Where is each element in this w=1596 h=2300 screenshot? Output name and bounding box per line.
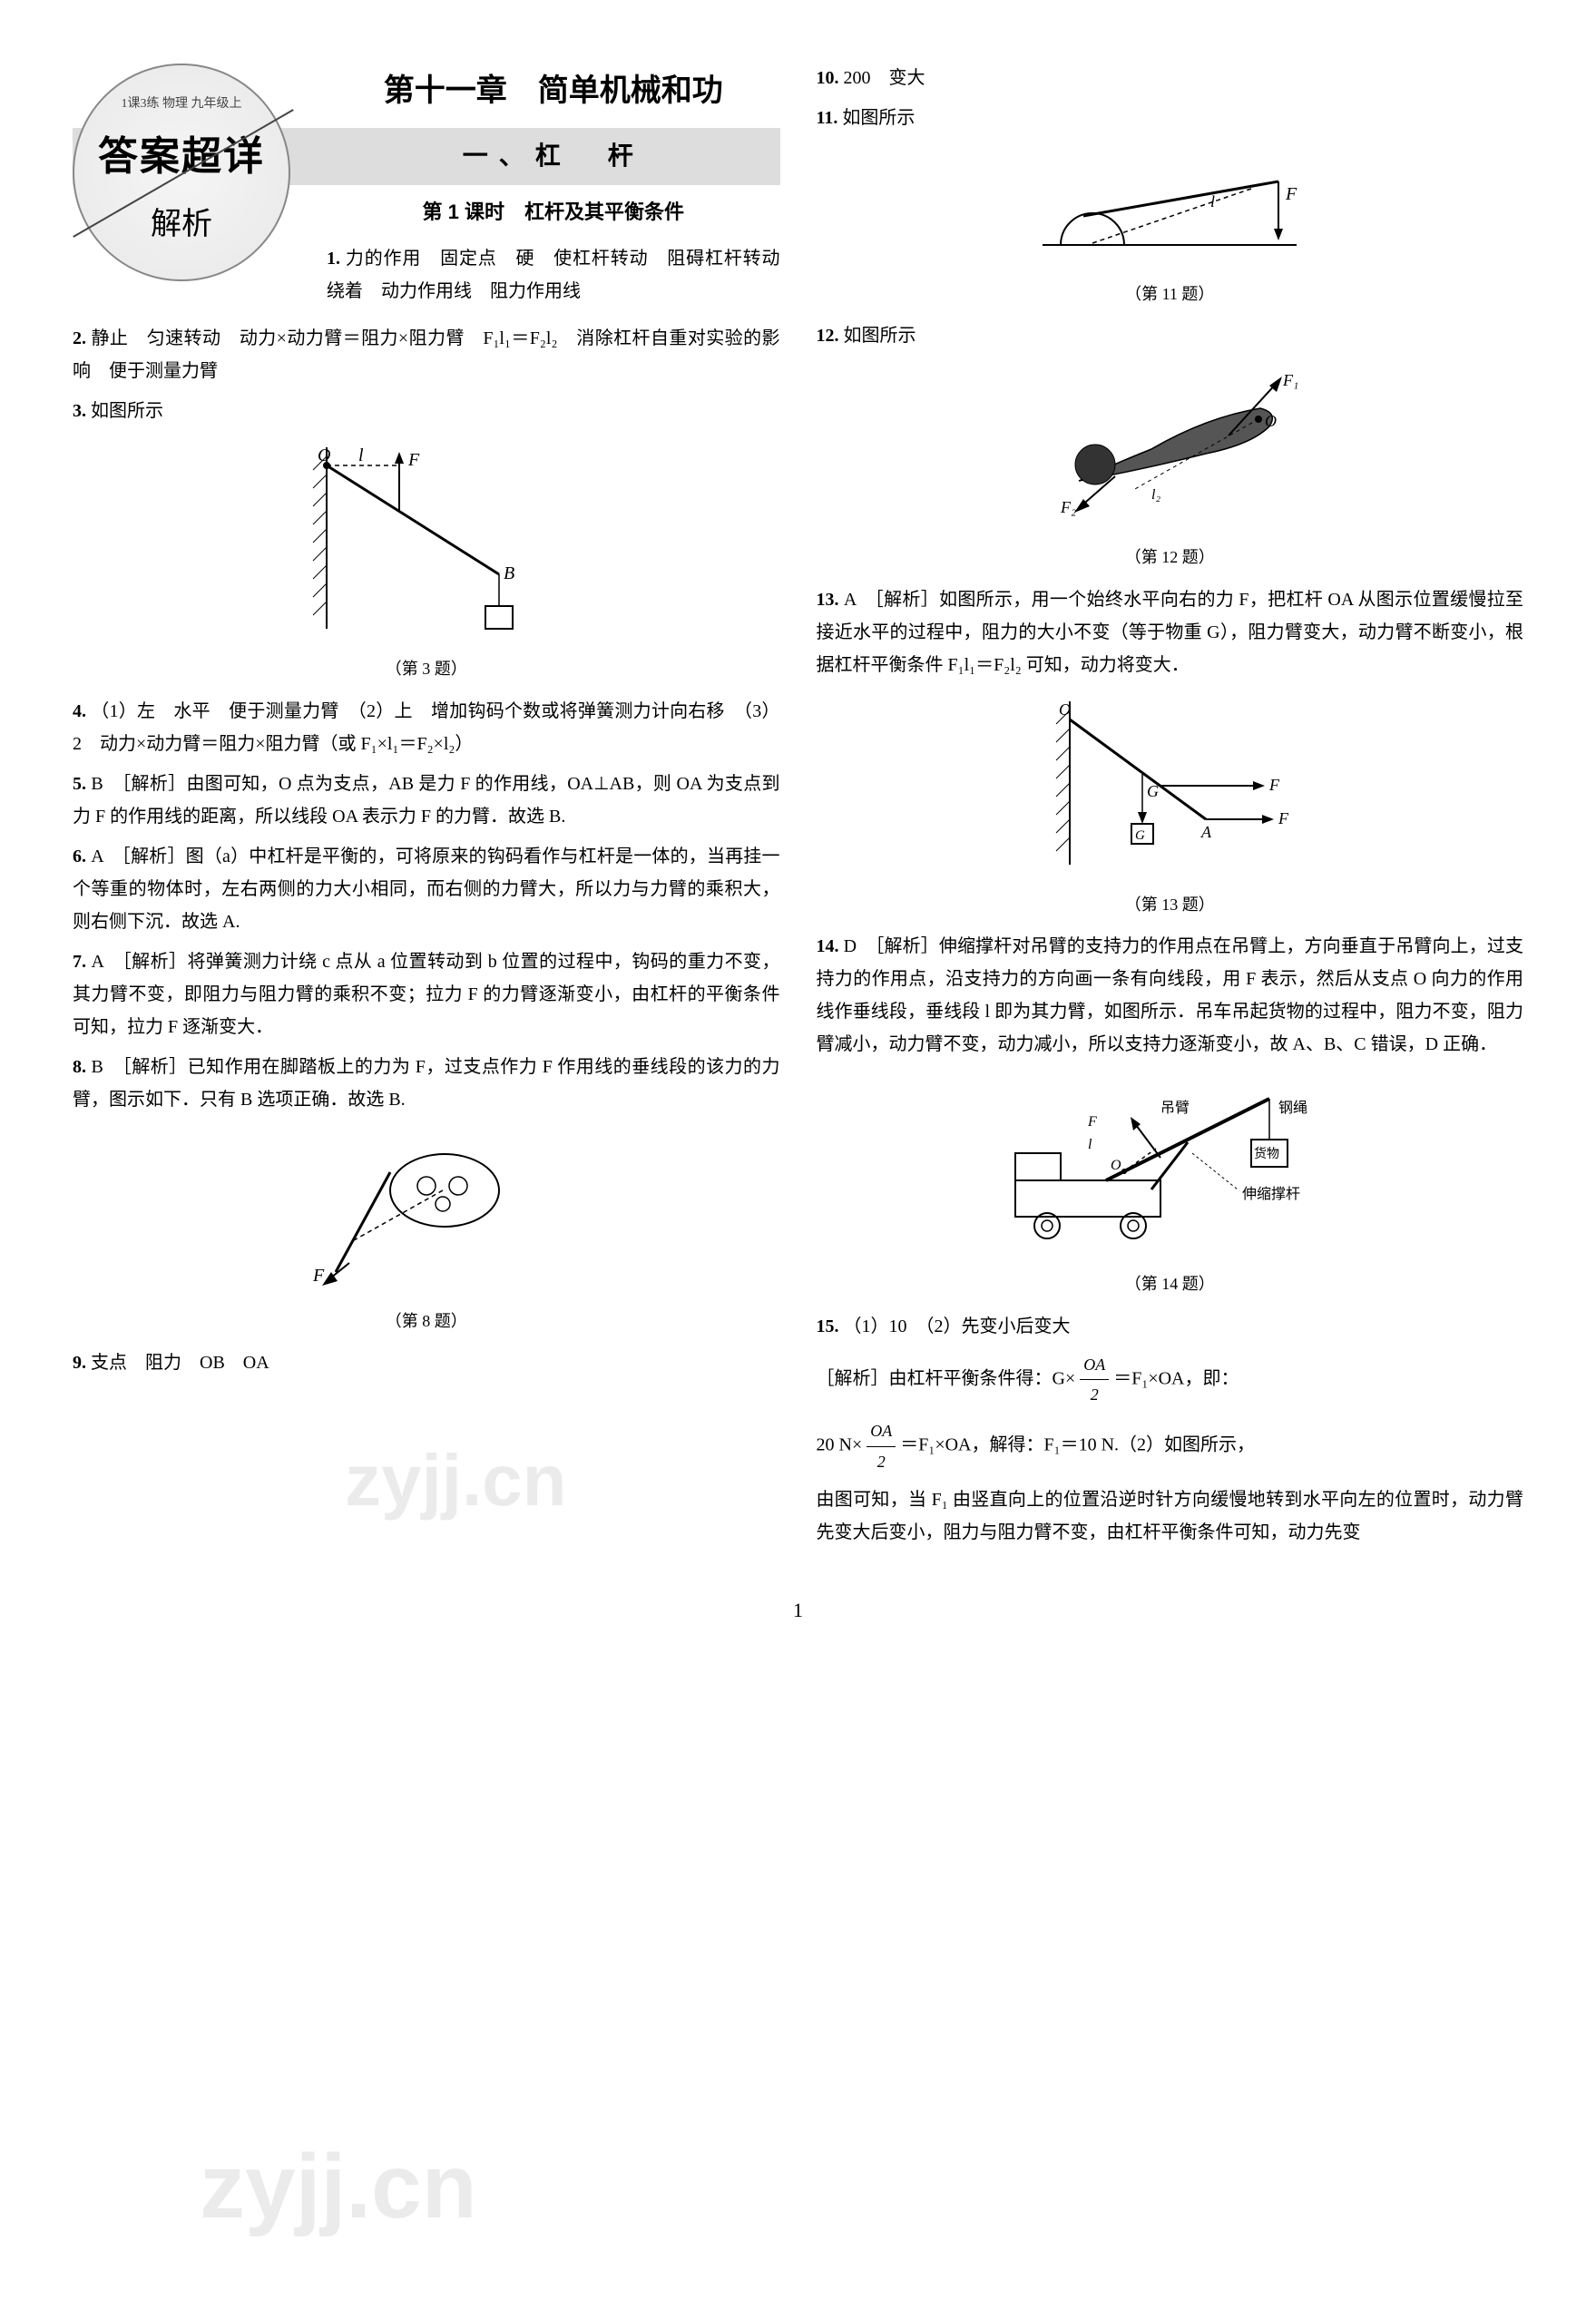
right-column: 10. 200 变大 11. 如图所示 l F （第 11 题） 12. 如图所… — [817, 54, 1524, 1556]
watermark: zyjj.cn — [200, 2105, 477, 2268]
svg-text:F: F — [407, 450, 420, 470]
a15-seg3: 20 N× — [817, 1435, 863, 1455]
answer-15-analysis-3: 由图可知，当 F₁ 由竖直向上的位置沿逆时针方向缓慢地转到水平向左的位置时，动力… — [817, 1483, 1524, 1549]
svg-text:F₁: F₁ — [1282, 371, 1298, 389]
svg-text:F: F — [1285, 184, 1297, 204]
svg-text:l₂: l₂ — [1151, 487, 1160, 503]
svg-text:O: O — [318, 445, 330, 465]
logo-big-text: 答案超详 — [98, 121, 265, 192]
answer-6-text: A ［解析］图（a）中杠杆是平衡的，可将原来的钩码看作与杠杆是一体的，当再挂一个… — [73, 847, 780, 932]
answer-11-text: 如图所示 — [842, 108, 915, 128]
answer-15-head: （1）10 （2）先变小后变大 — [844, 1316, 1071, 1336]
figure-13: O G G F F A （第 13 题） — [817, 692, 1524, 919]
answer-5: 5. B ［解析］由图可知，O 点为支点，AB 是力 F 的作用线，OA⊥AB，… — [73, 768, 780, 833]
svg-text:F: F — [1268, 776, 1280, 794]
answer-9-text: 支点 阻力 OB OA — [91, 1353, 269, 1373]
answer-3-text: 如图所示 — [91, 401, 163, 421]
page-container: 1课3练 物理 九年级上 答案超详 解析 第十一章 简单机械和功 一、杠 杆 第… — [73, 54, 1523, 1556]
a15-seg2: ＝F₁×OA，即： — [1113, 1368, 1239, 1388]
page-number: 1 — [73, 1592, 1523, 1629]
answer-1-text: 力的作用 固定点 硬 使杠杆转动 阻碍杠杆转动 绕着 动力作用线 阻力作用线 — [327, 249, 798, 301]
answer-7-text: A ［解析］将弹簧测力计绕 c 点从 a 位置转动到 b 位置的过程中，钩码的重… — [73, 952, 780, 1037]
answer-15-analysis-2: 20 N× OA2 ＝F₁×OA，解得：F₁＝10 N.（2）如图所示， — [817, 1416, 1524, 1476]
answer-8: 8. B ［解析］已知作用在脚踏板上的力为 F，过支点作力 F 作用线的垂线段的… — [73, 1051, 780, 1116]
answer-6: 6. A ［解析］图（a）中杠杆是平衡的，可将原来的钩码看作与杠杆是一体的，当再… — [73, 840, 780, 938]
answer-15-analysis-1: ［解析］由杠杆平衡条件得：G× OA2 ＝F₁×OA，即： — [817, 1350, 1524, 1410]
svg-text:G: G — [1135, 828, 1145, 843]
svg-text:l: l — [358, 445, 364, 465]
a15-seg4: ＝F₁×OA，解得：F₁＝10 N.（2）如图所示， — [900, 1435, 1255, 1455]
svg-text:O: O — [1111, 1158, 1121, 1173]
answer-8-text: B ［解析］已知作用在脚踏板上的力为 F，过支点作力 F 作用线的垂线段的该力的… — [73, 1057, 780, 1110]
svg-text:l: l — [1210, 192, 1215, 210]
svg-text:F: F — [1278, 809, 1289, 827]
svg-text:O: O — [1059, 700, 1071, 719]
figure-8-caption: （第 8 题） — [73, 1307, 780, 1336]
answer-4: 4. （1）左 水平 便于测量力臂 （2）上 增加钩码个数或将弹簧测力计向右移 … — [73, 695, 780, 760]
figure-13-caption: （第 13 题） — [817, 890, 1524, 919]
answer-2: 2. 静止 匀速转动 动力×动力臂＝阻力×阻力臂 F₁l₁＝F₂l₂ 消除杠杆自… — [73, 322, 780, 387]
svg-text:F₂: F₂ — [1060, 498, 1076, 516]
answer-11: 11. 如图所示 — [817, 102, 1524, 134]
logo-block: 1课3练 物理 九年级上 答案超详 解析 — [73, 64, 308, 299]
figure-11: l F （第 11 题） — [817, 145, 1524, 308]
figure-3: O l F B （第 3 题） — [73, 438, 780, 683]
a15-seg1: ［解析］由杠杆平衡条件得：G× — [817, 1368, 1076, 1388]
svg-text:钢绳: 钢绳 — [1278, 1100, 1307, 1116]
logo-sub-text: 解析 — [151, 197, 212, 252]
figure-14-caption: （第 14 题） — [817, 1269, 1524, 1298]
logo-tiny-text: 1课3练 物理 九年级上 — [122, 93, 242, 115]
svg-text:A: A — [1200, 823, 1212, 841]
left-column: 1课3练 物理 九年级上 答案超详 解析 第十一章 简单机械和功 一、杠 杆 第… — [73, 54, 780, 1556]
svg-text:O: O — [1265, 412, 1277, 430]
figure-12-caption: （第 12 题） — [817, 543, 1524, 572]
figure-3-caption: （第 3 题） — [73, 654, 780, 683]
svg-text:货物: 货物 — [1254, 1146, 1279, 1161]
answer-14: 14. D ［解析］伸缩撑杆对吊臂的支持力的作用点在吊臂上，方向垂直于吊臂向上，… — [817, 930, 1524, 1061]
svg-text:B: B — [504, 563, 514, 583]
answer-12: 12. 如图所示 — [817, 319, 1524, 352]
svg-text:F: F — [1087, 1114, 1097, 1130]
svg-text:吊臂: 吊臂 — [1160, 1100, 1190, 1116]
figure-11-caption: （第 11 题） — [817, 279, 1524, 308]
answer-14-text: D ［解析］伸缩撑杆对吊臂的支持力的作用点在吊臂上，方向垂直于吊臂向上，过支持力… — [817, 936, 1524, 1054]
svg-text:l: l — [1088, 1137, 1092, 1152]
answer-10-text: 200 变大 — [844, 68, 925, 88]
answer-10: 10. 200 变大 — [817, 62, 1524, 94]
svg-text:F: F — [312, 1266, 325, 1286]
svg-text:G: G — [1147, 782, 1159, 800]
figure-8: F （第 8 题） — [73, 1127, 780, 1336]
answer-4-text: （1）左 水平 便于测量力臂 （2）上 增加钩码个数或将弹簧测力计向右移 （3）… — [73, 701, 780, 754]
answer-5-text: B ［解析］由图可知，O 点为支点，AB 是力 F 的作用线，OA⊥AB，则 O… — [73, 774, 780, 827]
answer-15: 15. （1）10 （2）先变小后变大 — [817, 1310, 1524, 1343]
svg-text:伸缩撑杆: 伸缩撑杆 — [1242, 1186, 1300, 1202]
answer-9: 9. 支点 阻力 OB OA — [73, 1346, 780, 1379]
answer-3: 3. 如图所示 — [73, 395, 780, 427]
answer-12-text: 如图所示 — [844, 326, 916, 346]
answer-13: 13. A ［解析］如图所示，用一个始终水平向右的力 F，把杠杆 OA 从图示位… — [817, 583, 1524, 681]
figure-14: 吊臂 O 伸缩撑杆 F l 钢绳 货物 （第 — [817, 1072, 1524, 1298]
figure-12: O F₁ F₂ l₂ （第 12 题） — [817, 363, 1524, 572]
answer-13-text: A ［解析］如图所示，用一个始终水平向右的力 F，把杠杆 OA 从图示位置缓慢拉… — [817, 590, 1524, 675]
answer-2-text: 静止 匀速转动 动力×动力臂＝阻力×阻力臂 F₁l₁＝F₂l₂ 消除杠杆自重对实… — [73, 328, 780, 381]
answer-7: 7. A ［解析］将弹簧测力计绕 c 点从 a 位置转动到 b 位置的过程中，钩… — [73, 945, 780, 1043]
